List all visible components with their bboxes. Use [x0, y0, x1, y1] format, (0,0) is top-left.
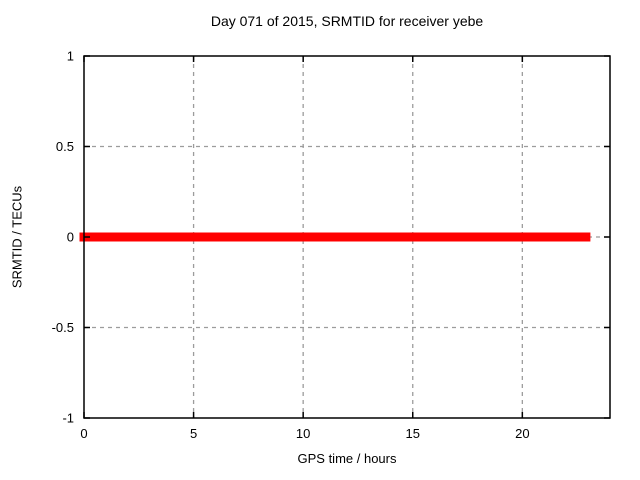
- y-tick-label: 0: [67, 230, 74, 245]
- y-axis-label: SRMTID / TECUs: [9, 185, 25, 289]
- chart-title: Day 071 of 2015, SRMTID for receiver yeb…: [210, 13, 484, 29]
- x-tick-label: 10: [296, 426, 310, 441]
- y-tick-label: 0.5: [56, 139, 74, 154]
- x-tick-label: 5: [190, 426, 197, 441]
- y-tick-label: 1: [67, 49, 74, 64]
- x-tick-label: 20: [515, 426, 529, 441]
- x-axis-label: GPS time / hours: [297, 451, 397, 466]
- x-tick-label: 15: [406, 426, 420, 441]
- y-tick-label: -0.5: [52, 320, 74, 335]
- y-tick-label: -1: [62, 411, 74, 426]
- x-tick-label: 0: [80, 426, 87, 441]
